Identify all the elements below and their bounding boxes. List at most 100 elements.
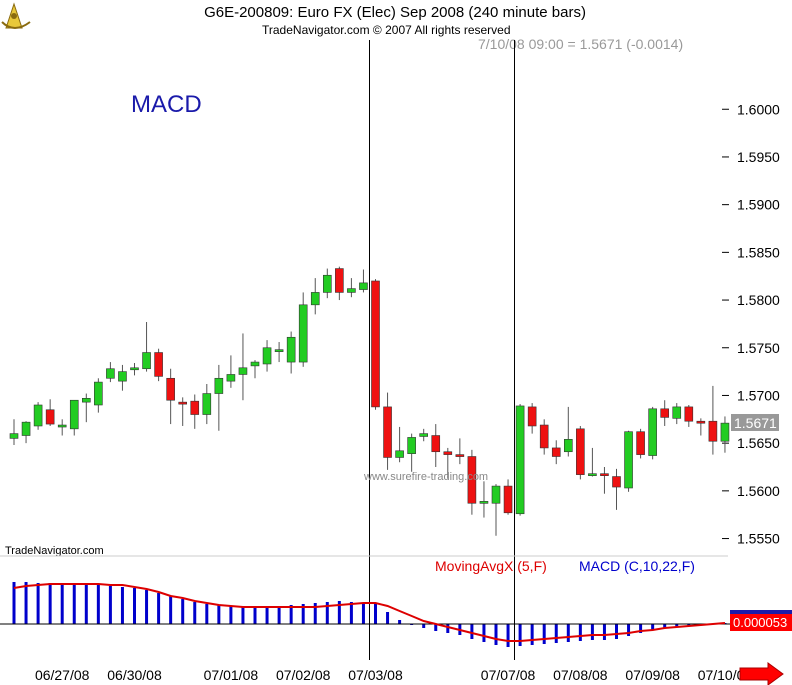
date-tick-label: 07/07/08 — [481, 667, 536, 683]
macd-histogram — [12, 582, 727, 647]
candle-body-down — [600, 473, 609, 476]
session-separators — [369, 40, 515, 660]
indicator-value-box — [730, 613, 792, 631]
candle — [660, 400, 670, 426]
candle-body-down — [636, 431, 645, 455]
price-tick-label: 1.5800 — [737, 292, 780, 308]
last-price-label: 1.5671 — [734, 415, 777, 431]
candle — [443, 447, 453, 479]
date-tick-label: 06/30/08 — [107, 667, 162, 683]
candle-body-up — [214, 377, 224, 394]
candle-body-up — [395, 450, 404, 458]
lower-brand-text: TradeNavigator.com — [5, 545, 104, 557]
candle-body-down — [178, 401, 187, 405]
candle-body-up — [202, 393, 212, 415]
candle — [720, 416, 730, 453]
candle-body-up — [69, 399, 79, 430]
candle — [503, 479, 513, 515]
candle — [94, 378, 103, 413]
legend-moving-avg: MovingAvgX (5,F) — [435, 558, 547, 574]
candle — [491, 484, 501, 536]
candle — [636, 428, 645, 459]
candle-body-up — [142, 352, 151, 370]
candle — [286, 331, 296, 374]
candle-body-down — [45, 409, 55, 425]
tradenavigator-logo-icon[interactable] — [1, 2, 31, 29]
price-axis: 1.6000 1.5950 1.5900 1.5850 1.5800 1.5750 1.57… — [722, 101, 780, 547]
candle — [322, 268, 332, 299]
candle-body-down — [503, 485, 513, 514]
candle — [21, 421, 31, 444]
candle-body-up — [33, 404, 43, 427]
candle-body-up — [274, 349, 284, 352]
date-tick-label: 07/02/08 — [276, 667, 331, 683]
candle-body-up — [286, 336, 296, 363]
price-tick-label: 1.6000 — [737, 101, 780, 117]
candle — [82, 393, 91, 423]
candle-body-down — [154, 352, 163, 377]
candle — [45, 399, 55, 426]
watermark-text: www.surefire-trading.com — [363, 471, 488, 483]
copyright-text: TradeNavigator.com © 2007 All rights res… — [262, 23, 511, 37]
scroll-right-arrow-icon[interactable] — [739, 662, 784, 685]
candle — [9, 419, 19, 446]
date-tick-label: 07/09/08 — [625, 667, 680, 683]
candle-body-up — [672, 406, 682, 419]
candle-body-up — [624, 431, 633, 489]
legend-macd: MACD (C,10,22,F) — [579, 558, 695, 574]
price-tick-label: 1.5700 — [737, 387, 780, 403]
date-tick-label: 06/27/08 — [35, 667, 90, 683]
candle — [371, 279, 380, 410]
candle-body-up — [94, 381, 103, 406]
candle-body-down — [660, 408, 670, 418]
indicator-value-label: 0.000053 — [733, 615, 787, 630]
price-tick-label: 1.5850 — [737, 244, 780, 260]
candle — [600, 467, 609, 494]
price-tick-label: 1.5650 — [737, 435, 780, 451]
candle — [69, 399, 79, 436]
candle — [33, 402, 43, 430]
candle — [335, 266, 344, 301]
candle-body-down — [708, 420, 718, 442]
candle-body-down — [576, 428, 585, 475]
candle-body-down — [539, 424, 549, 449]
candlestick-series — [9, 266, 730, 536]
candle — [539, 419, 549, 455]
candle — [154, 348, 163, 382]
candle-body-up — [359, 282, 368, 290]
candle — [178, 397, 187, 426]
candle-body-up — [118, 371, 127, 382]
candle-body-up — [57, 424, 67, 428]
candle-body-up — [720, 422, 730, 442]
candle — [190, 394, 200, 429]
candle-body-down — [166, 377, 175, 401]
price-tick-label: 1.5950 — [737, 149, 780, 165]
candle — [274, 342, 284, 363]
candle — [383, 392, 392, 470]
candle — [298, 292, 308, 367]
candle-body-up — [82, 398, 91, 403]
date-tick-label: 07/08/08 — [553, 667, 608, 683]
candle-body-down — [190, 400, 200, 415]
candle — [527, 403, 537, 434]
candle — [612, 468, 621, 510]
candle-body-down — [335, 268, 344, 293]
candle-body-down — [383, 406, 392, 458]
candle — [359, 269, 368, 293]
date-tick-label: 07/10/08 — [698, 667, 753, 683]
candle — [106, 362, 115, 383]
candle-body-down — [455, 454, 465, 457]
candle-body-up — [238, 367, 248, 375]
candle-body-up — [515, 405, 525, 515]
candle — [347, 278, 356, 298]
candle — [648, 406, 657, 460]
candle-body-up — [226, 374, 236, 382]
candle — [57, 419, 67, 436]
indicator-value-bar — [730, 610, 792, 614]
candle-body-up — [322, 274, 332, 293]
candle-body-down — [467, 456, 477, 504]
price-tick-label: 1.5600 — [737, 483, 780, 499]
candle-body-up — [298, 304, 308, 363]
candle-body-up — [250, 361, 260, 367]
candle-body-up — [419, 433, 429, 437]
